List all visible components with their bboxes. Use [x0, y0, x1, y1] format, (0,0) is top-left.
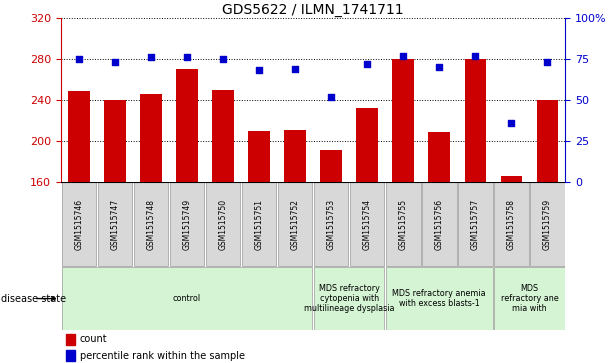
- Title: GDS5622 / ILMN_1741711: GDS5622 / ILMN_1741711: [223, 3, 404, 17]
- Bar: [537, 100, 558, 182]
- Bar: [277, 18, 313, 182]
- Bar: [385, 18, 421, 182]
- FancyBboxPatch shape: [350, 182, 384, 266]
- Bar: [169, 18, 205, 182]
- FancyBboxPatch shape: [458, 182, 492, 266]
- Point: [290, 66, 300, 72]
- Text: GSM1515747: GSM1515747: [111, 199, 119, 250]
- FancyBboxPatch shape: [134, 182, 168, 266]
- Bar: [205, 18, 241, 182]
- Bar: [349, 18, 385, 182]
- FancyBboxPatch shape: [97, 182, 132, 266]
- Text: GSM1515756: GSM1515756: [435, 199, 444, 250]
- Bar: [104, 100, 126, 182]
- Text: GSM1515753: GSM1515753: [326, 199, 336, 250]
- Point: [435, 64, 444, 70]
- Bar: [66, 334, 75, 345]
- Text: MDS refractory anemia
with excess blasts-1: MDS refractory anemia with excess blasts…: [393, 289, 486, 308]
- FancyBboxPatch shape: [314, 182, 348, 266]
- FancyBboxPatch shape: [314, 268, 384, 330]
- Text: GSM1515750: GSM1515750: [218, 199, 227, 250]
- FancyBboxPatch shape: [530, 182, 565, 266]
- FancyBboxPatch shape: [61, 268, 313, 330]
- Text: GSM1515752: GSM1515752: [291, 199, 300, 250]
- FancyBboxPatch shape: [278, 182, 313, 266]
- Text: GSM1515749: GSM1515749: [182, 199, 192, 250]
- Bar: [421, 18, 457, 182]
- Bar: [429, 132, 450, 182]
- FancyBboxPatch shape: [422, 182, 457, 266]
- Bar: [457, 18, 493, 182]
- Point: [542, 59, 552, 65]
- Text: GSM1515748: GSM1515748: [147, 199, 156, 250]
- Bar: [465, 59, 486, 182]
- FancyBboxPatch shape: [494, 268, 565, 330]
- Bar: [285, 130, 306, 182]
- Bar: [97, 18, 133, 182]
- Bar: [66, 350, 75, 362]
- Bar: [500, 176, 522, 182]
- FancyBboxPatch shape: [386, 268, 492, 330]
- Point: [254, 68, 264, 73]
- FancyBboxPatch shape: [206, 182, 240, 266]
- Bar: [212, 90, 234, 182]
- Text: GSM1515757: GSM1515757: [471, 199, 480, 250]
- Point: [110, 59, 120, 65]
- Bar: [68, 91, 89, 182]
- Bar: [176, 69, 198, 182]
- Bar: [140, 94, 162, 182]
- Bar: [493, 18, 530, 182]
- Point: [362, 61, 372, 67]
- Text: MDS
refractory ane
mia with: MDS refractory ane mia with: [500, 284, 558, 314]
- FancyBboxPatch shape: [242, 182, 277, 266]
- Point: [471, 53, 480, 58]
- Point: [74, 56, 84, 62]
- Bar: [241, 18, 277, 182]
- Text: GSM1515751: GSM1515751: [255, 199, 263, 250]
- Text: GSM1515755: GSM1515755: [399, 199, 408, 250]
- Text: disease state: disease state: [1, 294, 66, 303]
- FancyBboxPatch shape: [170, 182, 204, 266]
- FancyBboxPatch shape: [494, 182, 529, 266]
- FancyBboxPatch shape: [61, 182, 96, 266]
- Text: percentile rank within the sample: percentile rank within the sample: [80, 351, 245, 361]
- Bar: [313, 18, 349, 182]
- Point: [398, 53, 408, 58]
- Bar: [392, 59, 414, 182]
- Text: count: count: [80, 334, 108, 344]
- Point: [146, 54, 156, 60]
- Text: GSM1515759: GSM1515759: [543, 199, 552, 250]
- Point: [218, 56, 228, 62]
- Bar: [356, 108, 378, 182]
- Bar: [133, 18, 169, 182]
- Text: MDS refractory
cytopenia with
multilineage dysplasia: MDS refractory cytopenia with multilinea…: [304, 284, 395, 314]
- Text: GSM1515746: GSM1515746: [74, 199, 83, 250]
- Bar: [530, 18, 565, 182]
- Point: [326, 94, 336, 99]
- Text: control: control: [173, 294, 201, 303]
- Bar: [248, 131, 270, 182]
- Point: [506, 120, 516, 126]
- Text: GSM1515754: GSM1515754: [363, 199, 371, 250]
- FancyBboxPatch shape: [386, 182, 421, 266]
- Bar: [320, 150, 342, 182]
- Text: GSM1515758: GSM1515758: [507, 199, 516, 250]
- Bar: [61, 18, 97, 182]
- Point: [182, 54, 192, 60]
